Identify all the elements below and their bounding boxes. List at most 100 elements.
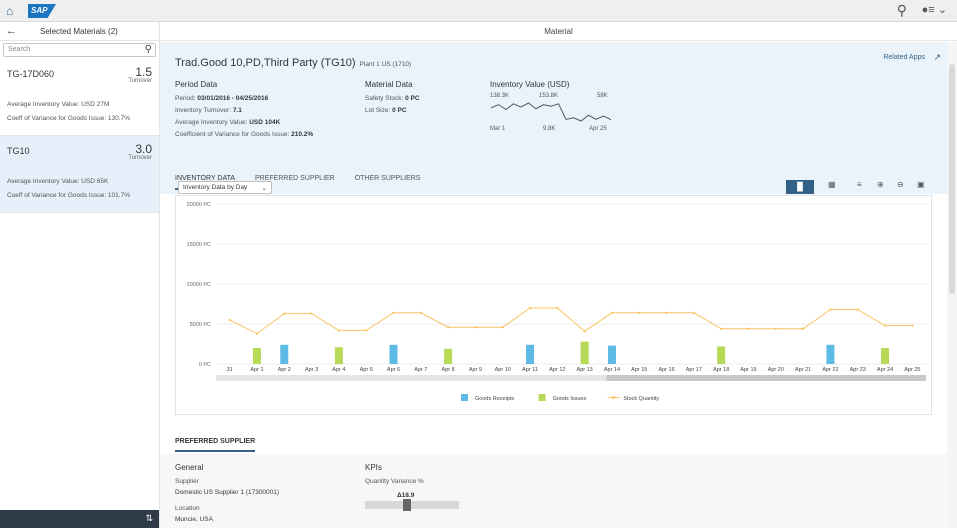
line-point [638,311,641,314]
y-tick-label: 5000 PC [190,322,211,328]
master-title: Selected Materials (2) [40,27,118,36]
detail-page: Material Trad.Good 10,PD,Third Party (TG… [160,22,957,528]
line-point [801,327,805,330]
y-tick-label: 20000 PC [187,202,211,208]
tab-preferred-supplier[interactable]: PREFERRED SUPPLIER [255,175,335,182]
x-tick-label: Apr 8 [442,367,455,373]
preferred-supplier-section: General Supplier Domestic US Supplier 1 … [160,454,947,528]
period-value: 03/01/2016 - 04/25/2016 [197,95,269,102]
user-menu-icon[interactable]: ●≡ ⌄ [921,4,947,16]
kpis-heading: KPIs [365,463,382,472]
object-header: Trad.Good 10,PD,Third Party (TG10) Plant … [160,42,947,194]
line-point [583,330,586,333]
x-tick-label: Apr 5 [360,367,373,373]
y-tick-label: 10000 PC [187,282,211,288]
zoom-out-icon[interactable]: ⊖ [897,180,904,189]
bar [580,341,589,364]
line-point [419,311,423,314]
item-attr-2: Coeff of Variance for Goods Issue: 101.7… [7,192,130,199]
x-tick-label: Apr 10 [495,367,511,373]
line-point [501,326,504,329]
line-point [556,306,559,310]
general-heading: General [175,463,204,472]
legend-label: Stock Quantity [623,396,659,402]
tab-other-suppliers[interactable]: OTHER SUPPLIERS [354,175,421,182]
x-tick-label: Apr 25 [904,367,920,373]
search-icon[interactable]: ⚲ [896,2,907,18]
avg-value: USD 104K [249,119,281,126]
x-tick-label: Apr 2 [278,367,291,373]
chart-scrollbar [216,375,926,381]
qv-marker [403,499,411,511]
inventory-value: Inventory Value (USD) 138.3K 153.8K 58K … [490,79,615,133]
view-select[interactable]: Inventory Data by Day ⌄ [178,181,272,194]
line-point [883,324,887,327]
page-title: Material [160,22,957,41]
related-apps-link[interactable]: Related Apps [883,54,925,61]
search-input[interactable]: Search ⚲ [3,43,156,57]
tab-inventory-data[interactable]: INVENTORY DATA [175,175,236,190]
list-item-tg17d060[interactable]: TG-17D060 1.5 Turnover Average Inventory… [0,59,159,136]
item-value: 3.0 [135,142,152,156]
sparkline-path [490,102,612,122]
page-scrollbar[interactable] [947,42,957,528]
bar [389,344,398,364]
inv-value-heading: Inventory Value (USD) [490,80,570,89]
bar [717,346,726,364]
sap-logo[interactable]: SAP [28,4,56,18]
qv-bar [365,499,459,511]
location-value: Muncie, USA [175,516,213,523]
line-point [446,326,450,329]
x-tick-label: Apr 13 [577,367,593,373]
line-point [255,332,259,335]
table-view-icon[interactable]: ▦ [828,180,836,189]
sort-icon[interactable]: ⇅ [145,513,153,523]
item-unit: Turnover [128,78,152,84]
item-value: 1.5 [135,65,152,79]
coeff-value: 210.2% [291,131,314,138]
home-icon[interactable]: ⌂ [6,4,14,18]
line-point [528,306,532,310]
line-point [310,312,313,315]
x-tick-label: Apr 15 [631,367,647,373]
line-point [856,308,859,311]
master-list: ← Selected Materials (2) Search ⚲ TG-17D… [0,22,160,528]
x-tick-label: Apr 22 [822,367,838,373]
line-point [692,311,696,314]
x-tick-label: 31 [227,367,233,373]
safety-label: Safety Stock: [365,95,404,102]
item-unit: Turnover [128,155,152,161]
lot-value: 0 PC [392,107,407,114]
lot-label: Lot Size: [365,107,391,114]
supplier-label: Supplier [175,478,199,485]
fullscreen-icon[interactable]: ▣ [917,180,925,189]
line-point [228,318,231,322]
master-header: ← Selected Materials (2) [0,22,159,41]
chart-view-button[interactable]: █ [786,180,814,194]
inv-bot-3: Apr 25 [589,126,607,132]
zoom-in-icon[interactable]: ⊕ [877,180,884,189]
x-tick-label: Apr 4 [332,367,345,373]
period-label: Period: [175,95,196,102]
bar [252,348,261,364]
line-point [610,311,614,314]
bar [280,344,289,364]
x-tick-label: Apr 24 [877,367,893,373]
search-icon[interactable]: ⚲ [144,44,152,55]
line-point [719,327,723,330]
chevron-down-icon: ⌄ [261,185,267,192]
supplier-value[interactable]: Domestic US Supplier 1 (17300001) [175,489,280,496]
share-icon[interactable]: ↗ [933,52,941,62]
x-tick-label: Apr 7 [414,367,427,373]
legend-icon[interactable]: ≡ [857,180,862,189]
list-item-tg10[interactable]: TG10 3.0 Turnover Average Inventory Valu… [0,136,159,213]
bar [881,348,890,364]
legend-label: Goods Receipts [475,396,514,402]
scroll-thumb[interactable] [949,64,955,294]
inv-top-1: 138.3K [490,93,510,99]
bar [826,344,835,364]
material-data: Material Data Safety Stock: 0 PC Lot Siz… [365,79,420,117]
x-tick-label: Apr 21 [795,367,811,373]
back-icon[interactable]: ← [6,25,17,37]
x-tick-label: Apr 17 [686,367,702,373]
